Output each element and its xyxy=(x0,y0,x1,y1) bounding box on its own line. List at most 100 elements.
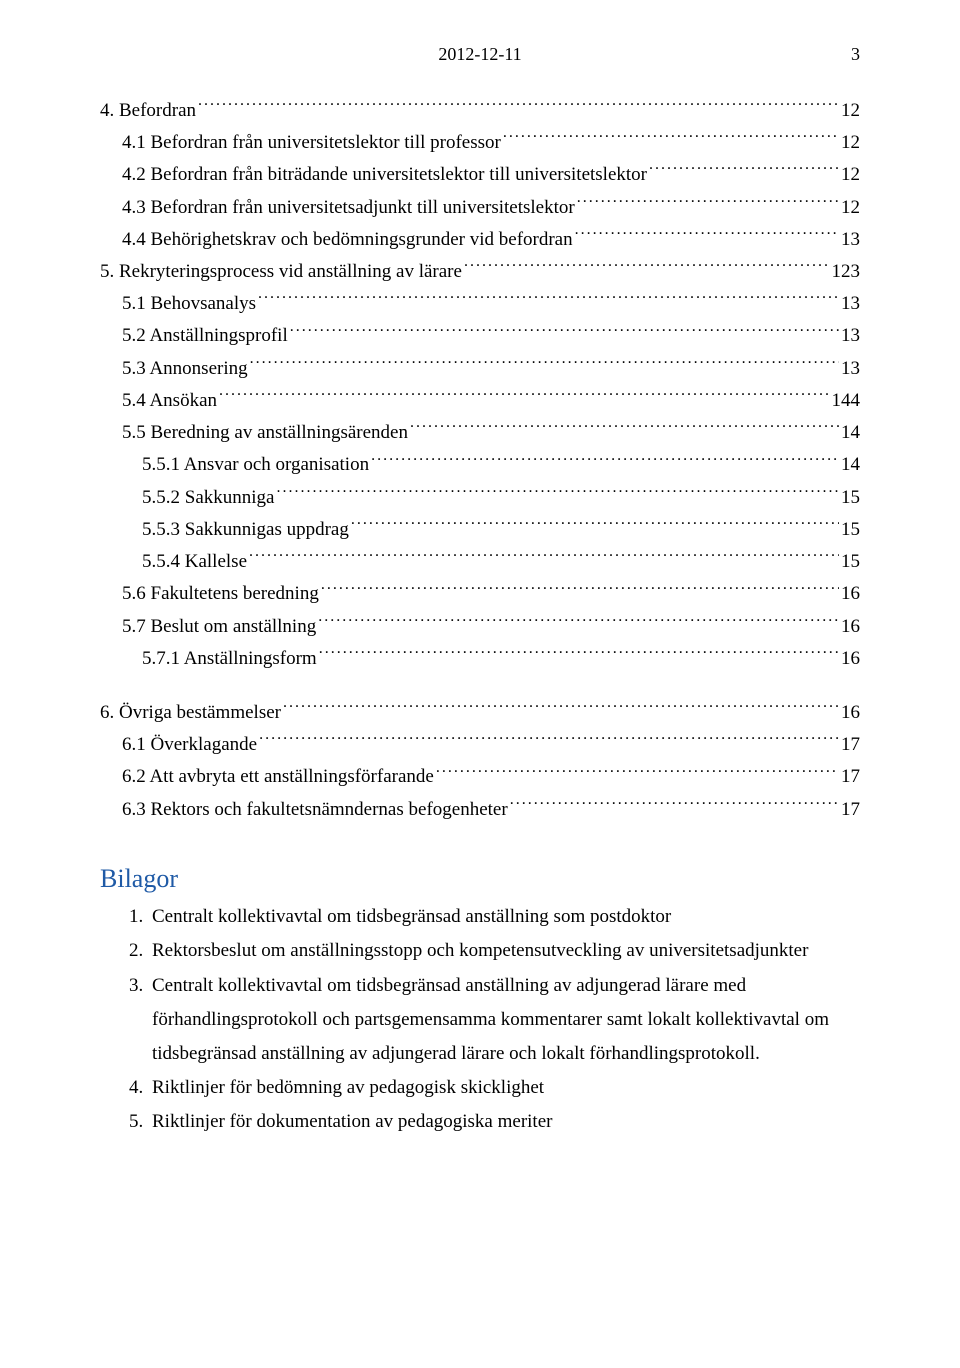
toc-entry: 4.4 Behörighetskrav och bedömningsgrunde… xyxy=(100,222,860,254)
bilagor-item: Rektorsbeslut om anställningsstopp och k… xyxy=(148,934,860,968)
toc-label: 5.7 Beslut om anställning xyxy=(122,612,316,641)
toc-label: 5.5.2 Sakkunniga xyxy=(142,483,274,512)
toc-label: 5.4 Ansökan xyxy=(122,386,217,415)
toc-entry: 6.3 Rektors och fakultetsnämndernas befo… xyxy=(100,792,860,824)
toc-label: 5.7.1 Anställningsform xyxy=(142,644,317,673)
header-date: 2012-12-11 xyxy=(130,44,830,65)
toc-label: 4.1 Befordran från universitetslektor ti… xyxy=(122,128,501,157)
toc-leader-dots xyxy=(283,695,839,718)
table-of-contents: 4. Befordran 12 4.1 Befordran från univers… xyxy=(100,93,860,824)
toc-label: 6. Övriga bestämmelser xyxy=(100,698,281,727)
toc-label: 4. Befordran xyxy=(100,96,196,125)
toc-leader-dots xyxy=(198,93,839,116)
toc-page-number: 13 xyxy=(841,354,860,383)
toc-page-number: 15 xyxy=(841,515,860,544)
toc-label: 5.5.4 Kallelse xyxy=(142,547,247,576)
toc-leader-dots xyxy=(464,254,830,277)
toc-page-number: 13 xyxy=(841,225,860,254)
toc-label: 5.6 Fakultetens beredning xyxy=(122,579,319,608)
toc-label: 5.5.3 Sakkunnigas uppdrag xyxy=(142,515,349,544)
toc-page-number: 14 xyxy=(841,450,860,479)
toc-leader-dots xyxy=(575,222,839,245)
toc-page-number: 123 xyxy=(832,257,861,286)
toc-page-number: 16 xyxy=(841,644,860,673)
toc-entry: 5.5.3 Sakkunnigas uppdrag 15 xyxy=(100,512,860,544)
toc-page-number: 16 xyxy=(841,698,860,727)
toc-entry: 5.5 Beredning av anställningsärenden 14 xyxy=(100,415,860,447)
toc-leader-dots xyxy=(510,792,839,815)
toc-leader-dots xyxy=(321,577,839,600)
toc-entry: 5.1 Behovsanalys 13 xyxy=(100,286,860,318)
bilagor-item: Centralt kollektivavtal om tidsbegränsad… xyxy=(148,969,860,1072)
toc-entry: 5.4 Ansökan 144 xyxy=(100,383,860,415)
toc-entry: 5.2 Anställningsprofil 13 xyxy=(100,319,860,351)
toc-entry: 5.7.1 Anställningsform 16 xyxy=(100,641,860,673)
toc-page-number: 12 xyxy=(841,128,860,157)
toc-entry: 5. Rekryteringsprocess vid anställning a… xyxy=(100,254,860,286)
toc-entry: 4. Befordran 12 xyxy=(100,93,860,125)
toc-entry: 5.5.4 Kallelse 15 xyxy=(100,544,860,576)
bilagor-item: Riktlinjer för bedömning av pedagogisk s… xyxy=(148,1071,860,1105)
toc-page-number: 17 xyxy=(841,762,860,791)
toc-leader-dots xyxy=(318,609,839,632)
header-page-number: 3 xyxy=(830,44,860,65)
toc-label: 5.5 Beredning av anställningsärenden xyxy=(122,418,408,447)
toc-label: 5.1 Behovsanalys xyxy=(122,289,256,318)
bilagor-list: Centralt kollektivavtal om tidsbegränsad… xyxy=(100,900,860,1139)
toc-leader-dots xyxy=(250,351,839,374)
toc-leader-dots xyxy=(577,190,839,213)
toc-label: 4.4 Behörighetskrav och bedömningsgrunde… xyxy=(122,225,573,254)
toc-label: 4.3 Befordran från universitetsadjunkt t… xyxy=(122,193,575,222)
toc-leader-dots xyxy=(649,157,839,180)
toc-entry: 4.1 Befordran från universitetslektor ti… xyxy=(100,125,860,157)
toc-entry: 5.5.2 Sakkunniga 15 xyxy=(100,480,860,512)
toc-leader-dots xyxy=(276,480,839,503)
toc-entry: 6.1 Överklagande 17 xyxy=(100,727,860,759)
toc-page-number: 12 xyxy=(841,160,860,189)
toc-entry: 4.2 Befordran från biträdande universite… xyxy=(100,157,860,189)
toc-entry: 5.3 Annonsering 13 xyxy=(100,351,860,383)
toc-label: 5. Rekryteringsprocess vid anställning a… xyxy=(100,257,462,286)
toc-leader-dots xyxy=(436,760,839,783)
toc-label: 6.3 Rektors och fakultetsnämndernas befo… xyxy=(122,795,508,824)
toc-entry: 6. Övriga bestämmelser 16 xyxy=(100,695,860,727)
toc-page-number: 15 xyxy=(841,547,860,576)
toc-label: 5.3 Annonsering xyxy=(122,354,248,383)
toc-label: 5.5.1 Ansvar och organisation xyxy=(142,450,369,479)
toc-entry: 6.2 Att avbryta ett anställningsförfaran… xyxy=(100,760,860,792)
toc-entry: 5.7 Beslut om anställning 16 xyxy=(100,609,860,641)
toc-label: 4.2 Befordran från biträdande universite… xyxy=(122,160,647,189)
toc-entry: 4.3 Befordran från universitetsadjunkt t… xyxy=(100,190,860,222)
bilagor-item: Riktlinjer för dokumentation av pedagogi… xyxy=(148,1105,860,1139)
toc-page-number: 17 xyxy=(841,730,860,759)
toc-leader-dots xyxy=(371,448,839,471)
toc-leader-dots xyxy=(259,727,839,750)
toc-page-number: 144 xyxy=(832,386,861,415)
document-page: 2012-12-11 3 4. Befordran 12 4.1 Befordran… xyxy=(0,0,960,1368)
toc-page-number: 17 xyxy=(841,795,860,824)
toc-leader-dots xyxy=(410,415,839,438)
toc-page-number: 16 xyxy=(841,612,860,641)
toc-leader-dots xyxy=(503,125,839,148)
toc-page-number: 12 xyxy=(841,96,860,125)
toc-leader-dots xyxy=(258,286,839,309)
toc-label: 6.1 Överklagande xyxy=(122,730,257,759)
toc-label: 6.2 Att avbryta ett anställningsförfaran… xyxy=(122,762,434,791)
toc-page-number: 12 xyxy=(841,193,860,222)
toc-page-number: 13 xyxy=(841,289,860,318)
toc-page-number: 15 xyxy=(841,483,860,512)
toc-page-number: 13 xyxy=(841,321,860,350)
toc-entry: 5.5.1 Ansvar och organisation 14 xyxy=(100,448,860,480)
toc-entry: 5.6 Fakultetens beredning 16 xyxy=(100,577,860,609)
toc-leader-dots xyxy=(249,544,839,567)
toc-leader-dots xyxy=(351,512,839,535)
toc-page-number: 16 xyxy=(841,579,860,608)
toc-leader-dots xyxy=(290,319,839,342)
toc-page-number: 14 xyxy=(841,418,860,447)
toc-leader-dots xyxy=(219,383,830,406)
bilagor-heading: Bilagor xyxy=(100,864,860,894)
toc-leader-dots xyxy=(319,641,839,664)
page-header: 2012-12-11 3 xyxy=(100,44,860,65)
bilagor-item: Centralt kollektivavtal om tidsbegränsad… xyxy=(148,900,860,934)
toc-label: 5.2 Anställningsprofil xyxy=(122,321,288,350)
